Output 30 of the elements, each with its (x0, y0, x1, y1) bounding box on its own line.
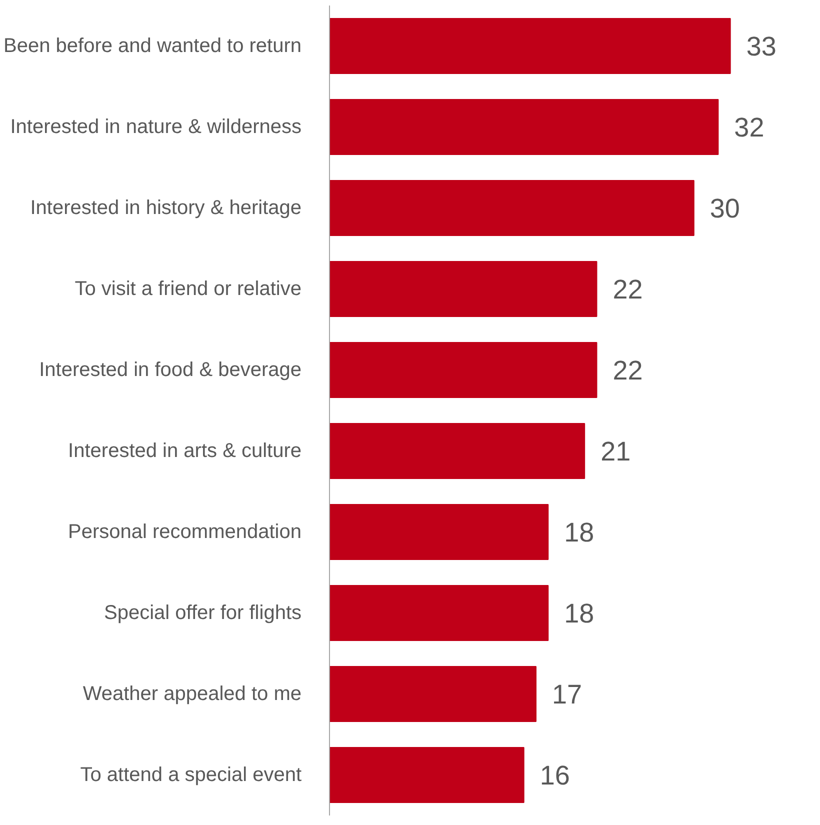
y-tick-label: Been before and wanted to return (4, 35, 302, 57)
y-tick-label: Personal recommendation (68, 521, 302, 543)
y-tick-label: Interested in arts & culture (68, 440, 302, 462)
bar (330, 504, 549, 560)
y-tick-label: Interested in history & heritage (30, 197, 302, 219)
data-label: 16 (540, 760, 570, 790)
y-tick-label: To visit a friend or relative (74, 278, 302, 300)
bar (330, 98, 719, 156)
y-tick-label: To attend a special event (80, 764, 302, 786)
data-label: 33 (746, 32, 776, 62)
data-label: 32 (734, 112, 764, 142)
bar (330, 180, 694, 236)
bar (330, 584, 549, 642)
bar (330, 746, 524, 804)
data-label: 18 (564, 518, 594, 548)
bar (330, 18, 731, 74)
data-label: 22 (612, 274, 643, 304)
bar (330, 260, 598, 318)
y-tick-label: Weather appealed to me (82, 683, 302, 705)
data-label: 21 (600, 436, 631, 466)
y-tick-label: Interested in nature & wilderness (10, 116, 302, 138)
y-tick-label: Interested in food & beverage (39, 359, 302, 381)
bar (330, 342, 598, 398)
bar (330, 422, 586, 480)
data-label: 30 (710, 194, 740, 224)
data-label: 18 (564, 598, 594, 628)
y-tick-label: Special offer for flights (104, 602, 302, 624)
bar (330, 666, 536, 722)
data-label: 17 (552, 680, 582, 710)
data-label: 22 (612, 356, 643, 386)
